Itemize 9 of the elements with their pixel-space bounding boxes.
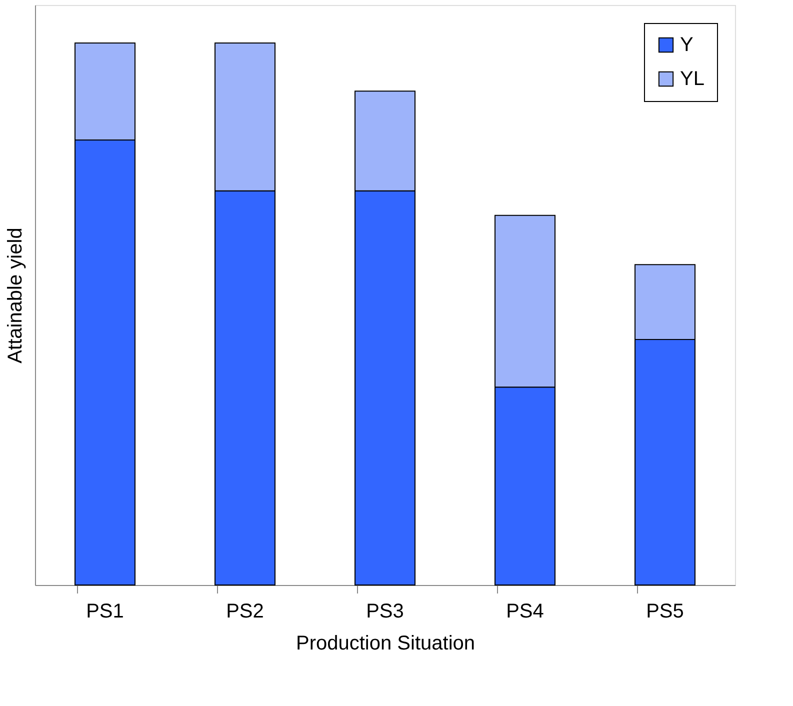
y-axis-title: Attainable yield: [4, 228, 26, 364]
legend-label: YL: [680, 68, 704, 90]
x-tick-label: PS5: [646, 600, 684, 622]
x-tick-label: PS1: [86, 600, 124, 622]
x-axis-title: Production Situation: [296, 632, 476, 654]
legend-label: Y: [680, 34, 694, 56]
x-tick-label: PS4: [506, 600, 544, 622]
x-tick-label: PS3: [366, 600, 404, 622]
x-tick-label: PS2: [226, 600, 264, 622]
